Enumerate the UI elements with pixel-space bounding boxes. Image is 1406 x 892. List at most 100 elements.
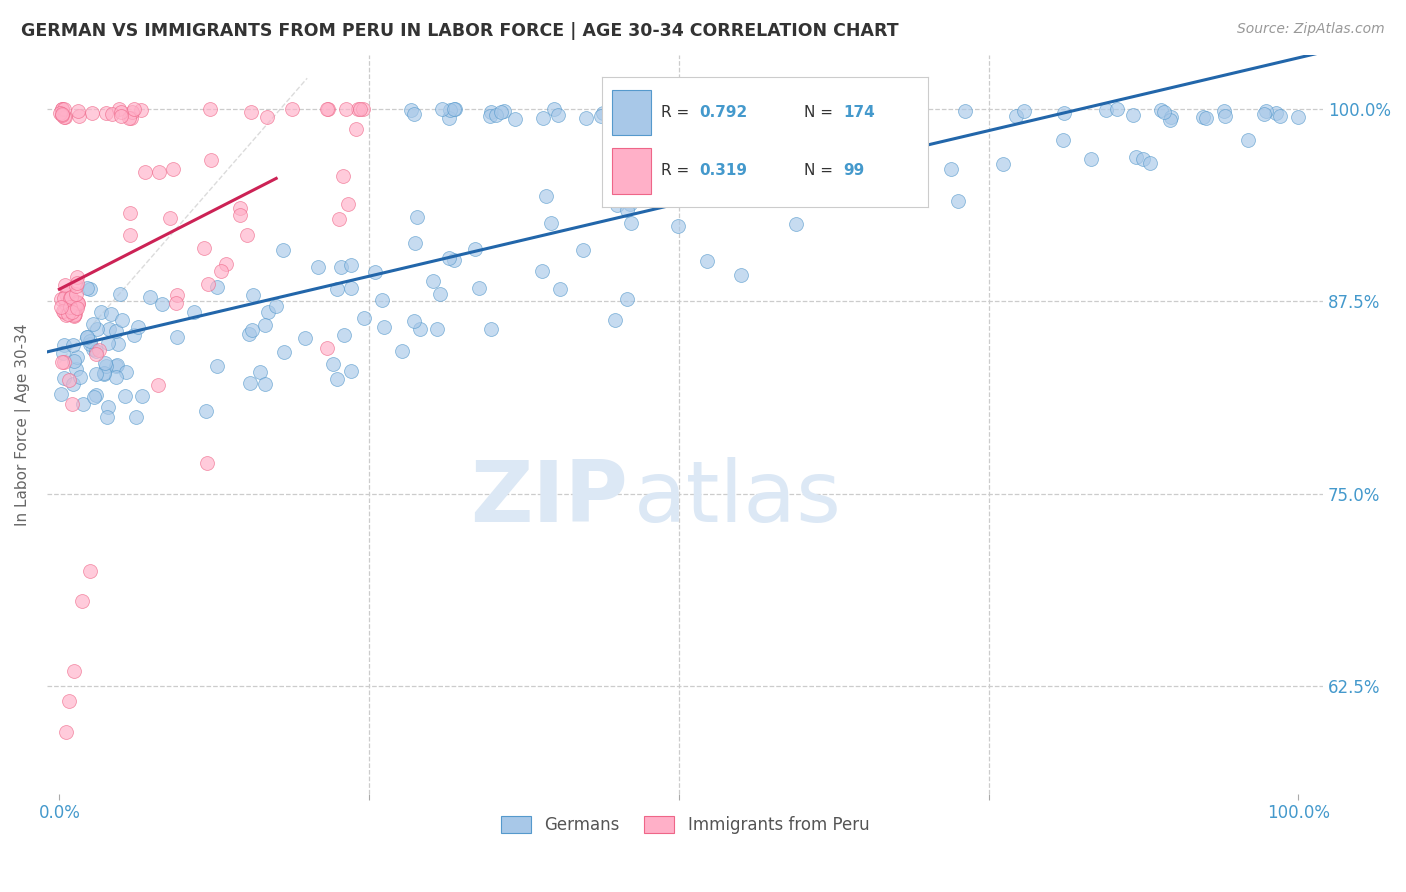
Point xyxy=(94,105,117,120)
Point xyxy=(404,235,426,250)
Point xyxy=(58,307,80,321)
Point xyxy=(59,300,82,314)
Point xyxy=(51,107,73,121)
Point xyxy=(104,359,127,374)
Point xyxy=(1014,103,1036,118)
Point xyxy=(1107,102,1129,116)
Point xyxy=(832,104,855,119)
Point xyxy=(166,288,188,302)
Point xyxy=(129,103,152,117)
Point xyxy=(1264,106,1286,120)
Point xyxy=(941,162,963,177)
Point xyxy=(479,104,502,119)
Point xyxy=(67,103,90,118)
Point xyxy=(239,376,262,390)
Point xyxy=(406,211,429,225)
Point xyxy=(72,397,94,411)
Point xyxy=(661,151,683,165)
Point xyxy=(58,302,80,317)
Point xyxy=(240,323,263,337)
Point xyxy=(1213,109,1236,123)
Point xyxy=(69,110,91,124)
Point xyxy=(52,304,75,318)
Point xyxy=(572,243,595,257)
Point xyxy=(752,106,775,120)
Point xyxy=(337,196,360,211)
Point xyxy=(52,291,75,305)
Point xyxy=(666,219,689,233)
Point xyxy=(540,216,562,230)
Point xyxy=(841,102,863,116)
Point xyxy=(52,346,75,360)
Point xyxy=(271,243,294,257)
Point xyxy=(55,287,77,301)
Point xyxy=(860,103,883,118)
Point xyxy=(858,109,880,123)
Point xyxy=(492,103,515,118)
Point xyxy=(134,165,156,179)
Point xyxy=(589,109,612,123)
Point xyxy=(76,330,98,344)
Point xyxy=(352,102,374,116)
Point xyxy=(294,331,316,345)
Point xyxy=(52,371,75,385)
Point xyxy=(344,122,367,136)
Point xyxy=(315,341,337,355)
Point xyxy=(429,287,451,301)
Point xyxy=(205,359,228,373)
Point xyxy=(280,102,302,116)
Point xyxy=(65,307,87,321)
Point xyxy=(198,102,221,116)
Point xyxy=(110,109,132,123)
Point xyxy=(65,301,87,315)
Point xyxy=(1132,152,1154,166)
Point xyxy=(79,282,101,296)
Point xyxy=(69,370,91,384)
Point xyxy=(946,194,969,209)
Point xyxy=(84,343,107,358)
Point xyxy=(139,290,162,304)
Point xyxy=(353,311,375,326)
Point xyxy=(1192,110,1215,124)
Point xyxy=(685,102,707,116)
Point xyxy=(316,102,339,116)
Point xyxy=(548,282,571,296)
Point xyxy=(195,457,218,471)
Point xyxy=(79,336,101,351)
Point xyxy=(890,166,912,180)
Point xyxy=(53,102,76,116)
Point xyxy=(1159,112,1181,127)
Point xyxy=(51,108,73,122)
Point xyxy=(124,409,146,424)
Point xyxy=(58,694,80,708)
Point xyxy=(96,409,118,424)
Point xyxy=(209,264,232,278)
Point xyxy=(373,320,395,334)
Point xyxy=(326,282,349,296)
Point xyxy=(841,107,863,121)
Point xyxy=(273,344,295,359)
Point xyxy=(503,112,526,127)
Point xyxy=(402,314,425,328)
Point xyxy=(239,105,262,120)
Point xyxy=(613,107,636,121)
Point xyxy=(162,162,184,177)
Text: atlas: atlas xyxy=(634,457,842,540)
Point xyxy=(478,109,501,123)
Point xyxy=(55,725,77,739)
Point xyxy=(229,201,252,215)
Point xyxy=(790,174,813,188)
Point xyxy=(120,228,142,243)
Point xyxy=(1080,152,1102,166)
Point xyxy=(97,400,120,414)
Point xyxy=(65,269,87,284)
Point xyxy=(111,312,134,326)
Point xyxy=(53,277,76,292)
Point xyxy=(104,324,127,338)
Point xyxy=(328,211,350,226)
Point xyxy=(107,337,129,351)
Point xyxy=(51,102,73,116)
Point xyxy=(194,403,217,417)
Point xyxy=(114,365,136,379)
Point xyxy=(62,337,84,351)
